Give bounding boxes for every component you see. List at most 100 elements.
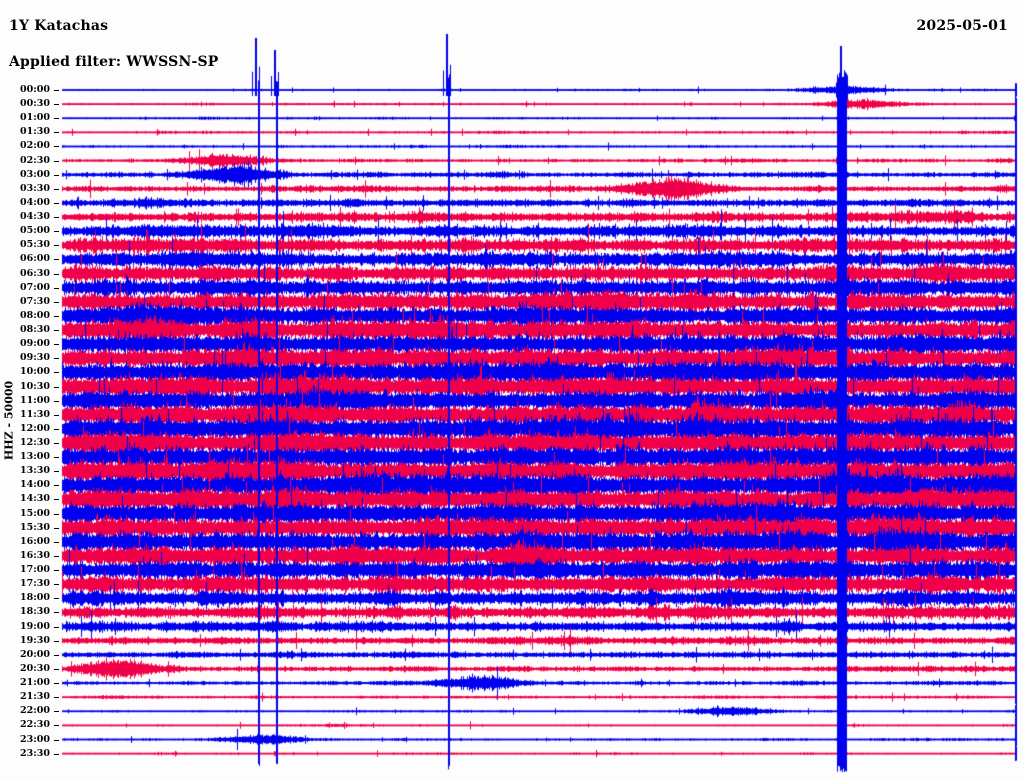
time-tick-label: 05:30 (20, 239, 50, 251)
time-tick-mark (54, 655, 59, 656)
time-tick-label: 12:00 (20, 422, 50, 434)
time-tick-label: 21:30 (20, 691, 50, 703)
time-tick-mark (54, 683, 59, 684)
time-tick-label: 09:30 (20, 352, 50, 364)
time-tick-label: 23:00 (20, 733, 50, 745)
time-tick-label: 17:00 (20, 564, 50, 576)
time-tick-mark (54, 189, 59, 190)
time-tick-label: 06:30 (20, 267, 50, 279)
time-tick-label: 19:30 (20, 634, 50, 646)
time-tick-mark (54, 330, 59, 331)
time-tick-mark (54, 556, 59, 557)
time-tick-label: 00:30 (20, 98, 50, 110)
time-tick-label: 01:30 (20, 126, 50, 138)
time-tick-label: 18:00 (20, 592, 50, 604)
time-tick-mark (54, 316, 59, 317)
time-tick-mark (54, 245, 59, 246)
time-tick-label: 15:00 (20, 507, 50, 519)
time-tick-mark (54, 372, 59, 373)
time-tick-label: 00:00 (20, 84, 50, 95)
time-tick-mark (54, 217, 59, 218)
time-tick-label: 12:30 (20, 437, 50, 448)
time-tick-mark (54, 443, 59, 444)
time-tick-mark (54, 457, 59, 458)
time-tick-label: 19:00 (20, 620, 50, 632)
time-tick-label: 05:00 (20, 225, 50, 237)
time-tick-label: 08:30 (20, 324, 50, 336)
time-tick-label: 14:30 (20, 493, 50, 505)
time-tick-label: 04:30 (20, 211, 50, 223)
time-tick-mark (54, 669, 59, 670)
time-tick-mark (54, 740, 59, 741)
time-tick-mark (54, 627, 59, 628)
time-tick-label: 15:30 (20, 521, 50, 533)
time-tick-mark (54, 598, 59, 599)
time-tick-label: 02:00 (20, 140, 50, 152)
time-tick-mark (54, 514, 59, 515)
time-tick-mark (54, 542, 59, 543)
time-tick-mark (54, 146, 59, 147)
time-tick-label: 04:00 (20, 196, 50, 208)
filter-label: Applied filter: WWSSN-SP (9, 54, 219, 70)
time-tick-mark (54, 725, 59, 726)
time-tick-mark (54, 401, 59, 402)
time-tick-label: 08:00 (20, 309, 50, 321)
time-tick-label: 18:30 (20, 606, 50, 618)
time-tick-label: 06:00 (20, 253, 50, 265)
time-tick-label: 09:00 (20, 338, 50, 350)
time-tick-mark (54, 641, 59, 642)
time-tick-label: 13:00 (20, 451, 50, 463)
time-tick-label: 02:30 (20, 154, 50, 166)
time-tick-mark (54, 161, 59, 162)
time-tick-mark (54, 429, 59, 430)
time-tick-label: 23:30 (20, 747, 50, 759)
time-tick-label: 13:30 (20, 465, 50, 477)
time-tick-mark (54, 499, 59, 500)
time-tick-mark (54, 612, 59, 613)
time-tick-mark (54, 570, 59, 571)
time-tick-mark (54, 528, 59, 529)
time-tick-label: 10:00 (20, 366, 50, 378)
time-tick-label: 17:30 (20, 578, 50, 590)
time-tick-mark (54, 104, 59, 105)
time-tick-mark (54, 259, 59, 260)
time-tick-mark (54, 415, 59, 416)
time-tick-mark (54, 118, 59, 119)
time-tick-label: 22:30 (20, 719, 50, 731)
time-tick-mark (54, 288, 59, 289)
time-tick-label: 22:00 (20, 705, 50, 717)
time-tick-label: 03:00 (20, 168, 50, 180)
time-tick-label: 01:00 (20, 112, 50, 124)
time-tick-mark (54, 203, 59, 204)
time-tick-mark (54, 584, 59, 585)
time-tick-mark (54, 175, 59, 176)
page-title: 1Y Katachas (9, 18, 109, 34)
time-tick-mark (54, 697, 59, 698)
time-tick-mark (54, 754, 59, 755)
time-tick-mark (54, 302, 59, 303)
time-tick-label: 14:00 (20, 479, 50, 491)
time-axis: 00:00 00:30 01:00 01:30 02:00 02:30 03:00 03:30… (0, 0, 62, 780)
time-tick-mark (54, 485, 59, 486)
time-tick-mark (54, 344, 59, 345)
time-tick-label: 10:30 (20, 380, 50, 392)
time-tick-mark (54, 231, 59, 232)
time-tick-mark (54, 90, 59, 91)
time-tick-label: 03:30 (20, 182, 50, 194)
time-tick-label: 20:30 (20, 662, 50, 674)
time-tick-label: 11:30 (20, 408, 50, 420)
record-date: 2025-05-01 (916, 18, 1008, 34)
time-tick-label: 20:00 (20, 648, 50, 660)
time-tick-label: 21:00 (20, 677, 50, 689)
time-tick-label: 11:00 (20, 394, 50, 406)
time-tick-mark (54, 358, 59, 359)
time-tick-label: 16:00 (20, 535, 50, 547)
time-tick-mark (54, 387, 59, 388)
time-tick-mark (54, 132, 59, 133)
time-tick-mark (54, 471, 59, 472)
time-tick-label: 07:30 (20, 295, 50, 307)
time-tick-mark (54, 274, 59, 275)
time-tick-label: 16:30 (20, 549, 50, 561)
